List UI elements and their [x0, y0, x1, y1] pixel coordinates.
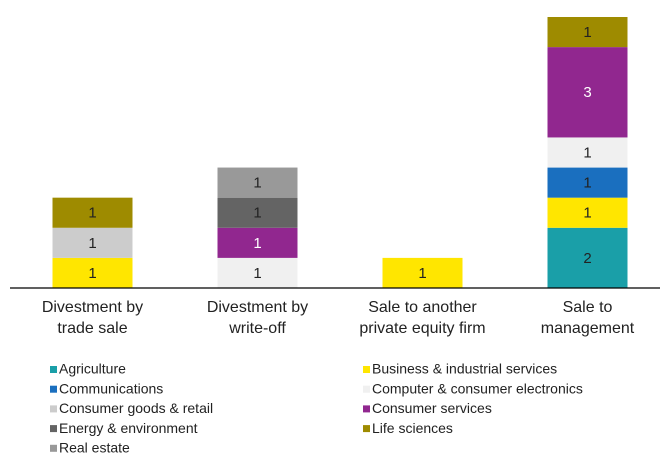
bar-segment — [547, 47, 628, 138]
legend-swatch — [50, 366, 57, 373]
legend-swatch — [50, 444, 57, 452]
bar-segment — [547, 197, 628, 228]
legend-label: Computer & consumer electronics — [372, 380, 583, 396]
legend-swatch — [50, 405, 57, 413]
legend-swatch — [50, 425, 57, 433]
bar-segment — [217, 197, 298, 228]
legend-swatch — [363, 385, 370, 393]
bar-segment — [52, 257, 133, 288]
legend-label: Agriculture — [59, 361, 126, 377]
bar-segment — [382, 257, 463, 288]
x-tick-label: Divestment by trade sale — [41, 299, 144, 337]
legend-label: Life sciences — [372, 420, 453, 436]
legend-label: Consumer services — [372, 400, 492, 416]
x-tick-label: Sale to another private equity firm — [359, 299, 486, 337]
x-tick-label: Sale to management — [540, 299, 635, 337]
value-label: 2 — [583, 250, 591, 267]
value-label: 1 — [253, 205, 261, 222]
bar-segment — [547, 167, 628, 198]
bar-segment — [217, 227, 298, 258]
value-label: 3 — [583, 84, 591, 101]
legend-label: Communications — [59, 380, 163, 396]
bar-segment — [217, 167, 298, 198]
legend-label: Energy & environment — [59, 420, 198, 436]
bar-segment — [52, 227, 133, 258]
legend-label: Real estate — [59, 440, 130, 454]
legend-label: Consumer goods & retail — [59, 400, 213, 416]
legend-swatch — [363, 405, 370, 413]
bar-segment — [52, 197, 133, 228]
value-label: 1 — [253, 175, 261, 192]
legend-swatch — [363, 366, 370, 373]
value-label: 1 — [88, 205, 96, 222]
value-label: 1 — [88, 235, 96, 252]
value-label: 1 — [583, 205, 591, 222]
x-tick-label: Divestment by write-off — [206, 299, 309, 337]
value-label: 1 — [583, 144, 591, 161]
value-label: 1 — [583, 24, 591, 41]
value-label: 1 — [583, 175, 591, 192]
value-label: 1 — [253, 265, 261, 282]
value-label: 1 — [253, 235, 261, 252]
legend-swatch — [50, 385, 57, 393]
bar-segment — [547, 137, 628, 168]
legend-label: Business & industrial services — [372, 361, 557, 377]
bar-segment — [217, 257, 298, 288]
bar-segment — [547, 17, 628, 48]
value-label: 1 — [88, 265, 96, 282]
value-label: 1 — [418, 265, 426, 282]
legend-swatch — [363, 425, 370, 433]
bar-segment — [547, 227, 628, 288]
